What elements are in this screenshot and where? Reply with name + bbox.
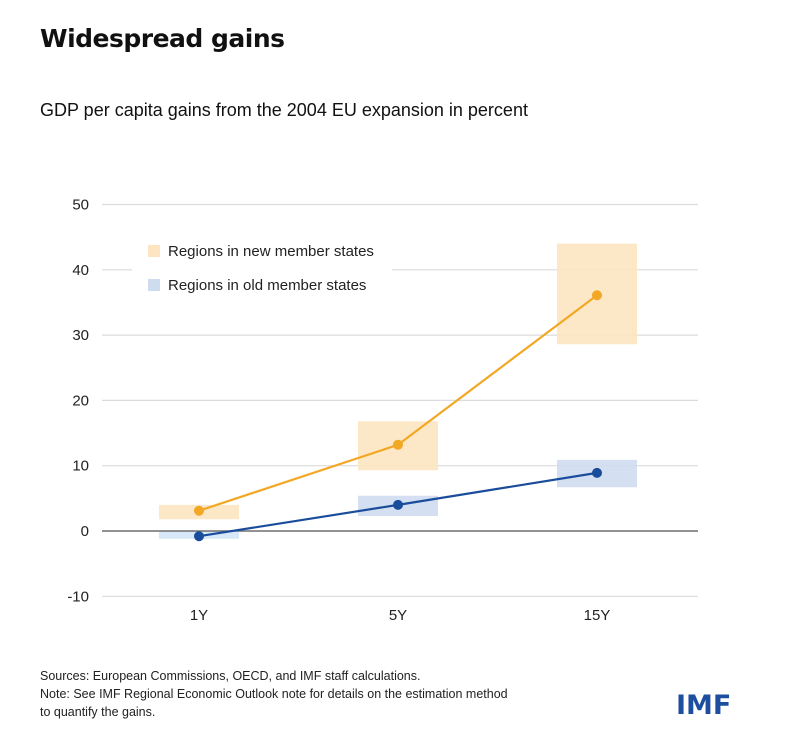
chart-title: Widespread gains xyxy=(40,24,285,53)
data-point-new-1Y xyxy=(194,505,204,516)
imf-logo: IMF xyxy=(676,690,732,721)
data-point-old-5Y xyxy=(393,499,403,510)
x-tick-label: 5Y xyxy=(389,607,407,624)
legend-background xyxy=(132,236,392,300)
footer-notes: Sources: European Commissions, OECD, and… xyxy=(40,667,508,721)
method-note-line1: Note: See IMF Regional Economic Outlook … xyxy=(40,687,508,701)
data-point-new-5Y xyxy=(393,439,403,450)
method-note-line2: to quantify the gains. xyxy=(40,705,156,719)
series-line-new-member-states xyxy=(198,294,598,512)
legend: Regions in new member states Regions in o… xyxy=(132,236,392,300)
y-tick-label: -10 xyxy=(67,588,89,605)
legend-swatch-old xyxy=(148,279,160,291)
y-tick-label: 20 xyxy=(72,392,89,409)
y-tick-label: 30 xyxy=(72,327,89,344)
data-point-new-15Y xyxy=(592,290,602,301)
y-tick-label: 50 xyxy=(72,197,89,214)
data-point-old-15Y xyxy=(592,467,602,478)
x-tick-label: 15Y xyxy=(584,607,611,624)
y-tick-label: 0 xyxy=(81,523,89,540)
legend-label-old: Regions in old member states xyxy=(168,277,366,294)
y-tick-label: 10 xyxy=(72,458,89,475)
legend-swatch-new xyxy=(148,245,160,257)
sources-note: Sources: European Commissions, OECD, and… xyxy=(40,669,421,683)
y-axis-tick-labels: -10 0 10 20 30 40 50 xyxy=(67,197,89,606)
y-tick-label: 40 xyxy=(72,262,89,279)
legend-label-new: Regions in new member states xyxy=(168,243,374,260)
series-lines xyxy=(194,290,602,542)
x-axis-tick-labels: 1Y 5Y 15Y xyxy=(190,607,611,624)
x-tick-label: 1Y xyxy=(190,607,208,624)
chart-subtitle: GDP per capita gains from the 2004 EU ex… xyxy=(40,100,528,120)
data-point-old-1Y xyxy=(194,531,204,542)
